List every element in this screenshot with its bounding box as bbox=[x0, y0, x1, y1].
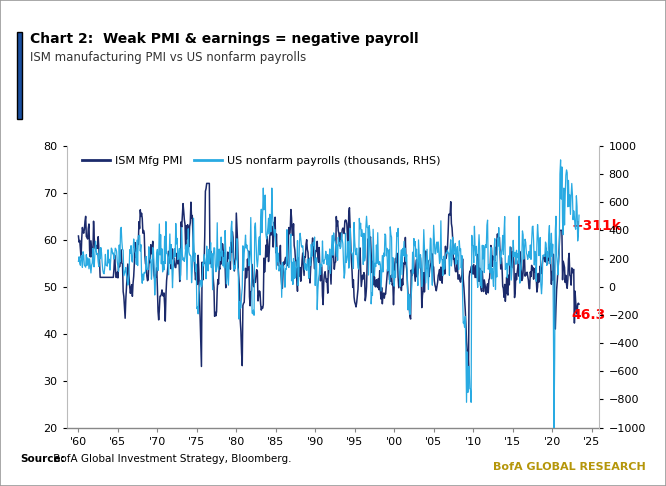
Text: 46.3: 46.3 bbox=[572, 308, 606, 322]
Text: BofA Global Investment Strategy, Bloomberg.: BofA Global Investment Strategy, Bloombe… bbox=[50, 454, 292, 464]
Text: ISM manufacturing PMI vs US nonfarm payrolls: ISM manufacturing PMI vs US nonfarm payr… bbox=[30, 51, 306, 64]
Text: Source:: Source: bbox=[20, 454, 65, 464]
Text: Chart 2:  Weak PMI & earnings = negative payroll: Chart 2: Weak PMI & earnings = negative … bbox=[30, 32, 419, 46]
Text: +311k: +311k bbox=[572, 219, 621, 233]
Legend: ISM Mfg PMI, US nonfarm payrolls (thousands, RHS): ISM Mfg PMI, US nonfarm payrolls (thousa… bbox=[77, 151, 445, 170]
Text: BofA GLOBAL RESEARCH: BofA GLOBAL RESEARCH bbox=[494, 462, 646, 472]
